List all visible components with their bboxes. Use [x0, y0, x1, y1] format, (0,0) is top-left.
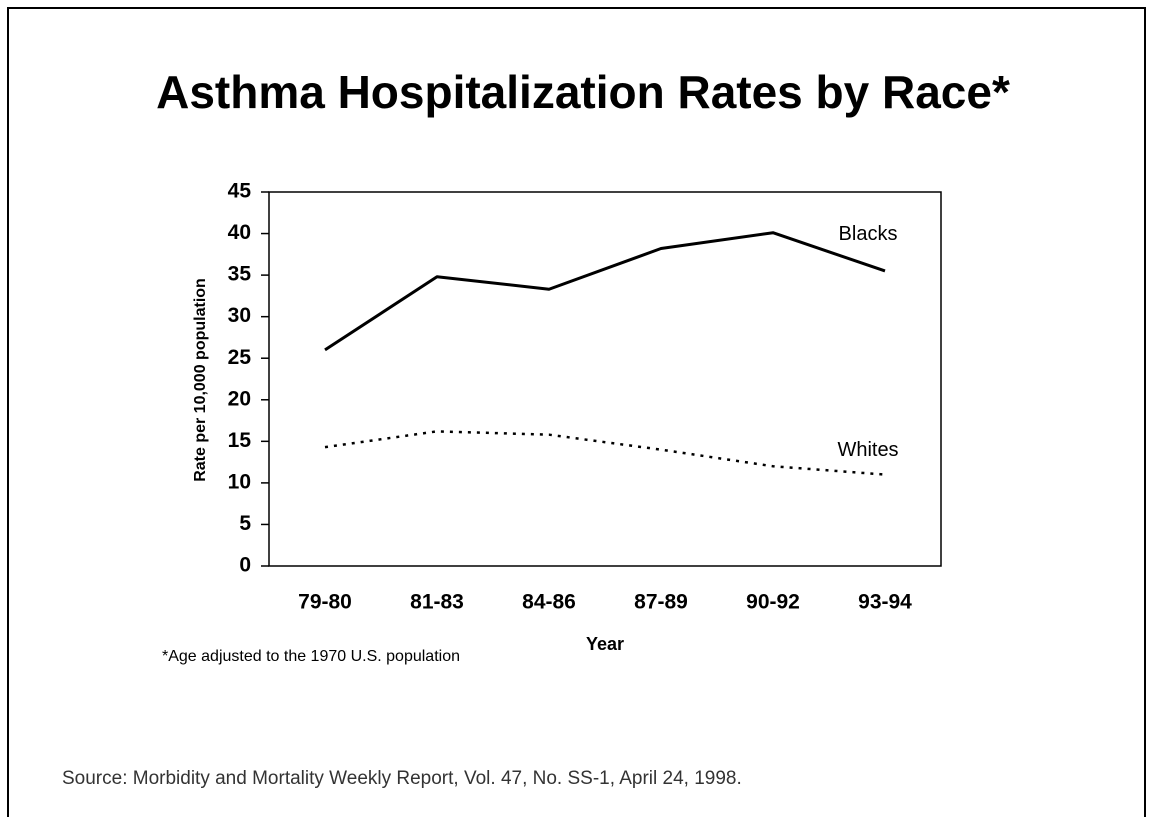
y-tick-label: 45 [228, 180, 252, 203]
x-axis-label: Year [586, 634, 624, 654]
series-label: Whites [837, 439, 898, 461]
plot-frame [268, 191, 942, 567]
x-tick-label: 81-83 [410, 591, 464, 614]
y-tick-label: 20 [228, 387, 251, 410]
x-tick-label: 87-89 [634, 591, 688, 614]
x-tick-label: 79-80 [298, 591, 352, 614]
source: Source: Morbidity and Mortality Weekly R… [62, 768, 742, 789]
y-tick-label: 25 [228, 346, 252, 369]
y-tick-label: 15 [228, 429, 252, 452]
series-label: Blacks [839, 223, 898, 245]
y-tick-label: 40 [228, 221, 251, 244]
x-tick-label: 93-94 [858, 591, 912, 614]
x-tick-label: 90-92 [746, 591, 800, 614]
y-tick-label: 5 [239, 512, 251, 535]
y-tick-label: 0 [239, 554, 251, 577]
y-tick-label: 35 [228, 263, 252, 286]
slide-border [7, 7, 1146, 817]
series-line [324, 231, 886, 352]
y-axis-label: Rate per 10,000 population [192, 278, 209, 482]
series-line [324, 430, 886, 476]
y-tick-label: 10 [228, 470, 251, 493]
x-tick-label: 84-86 [522, 591, 576, 614]
chart-title: Asthma Hospitalization Rates by Race* [156, 66, 1010, 118]
footnote: *Age adjusted to the 1970 U.S. populatio… [162, 648, 460, 665]
y-tick-label: 30 [228, 304, 251, 327]
